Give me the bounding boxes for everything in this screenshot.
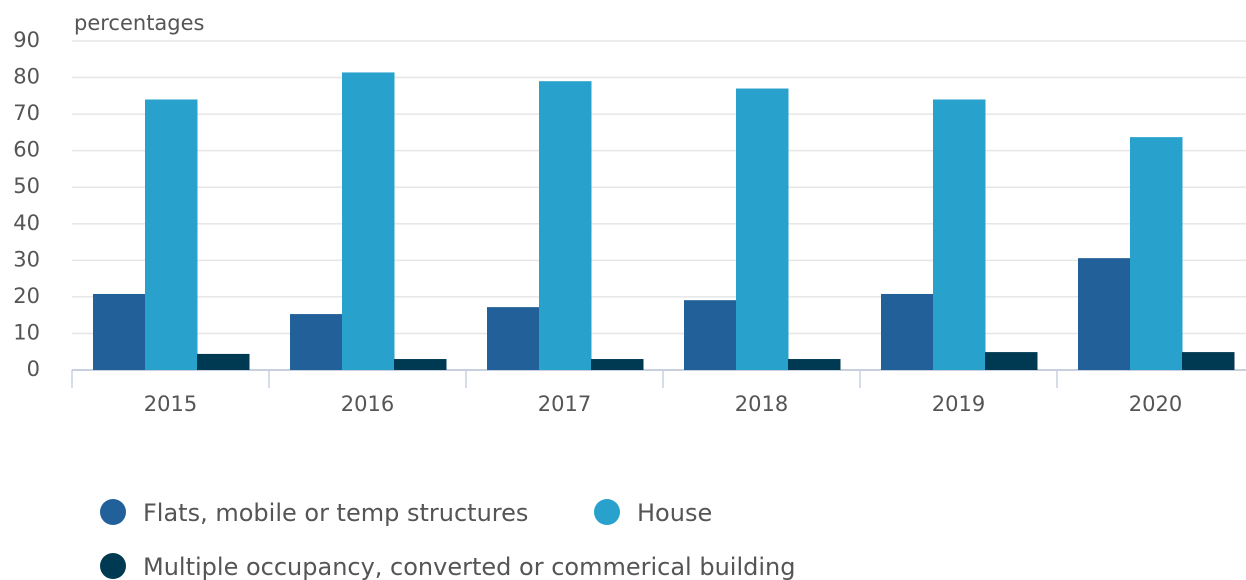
bar xyxy=(539,81,592,370)
y-tick-label: 90 xyxy=(13,28,40,52)
bar xyxy=(985,352,1038,370)
legend-label: House xyxy=(637,499,712,527)
y-axis-label: percentages xyxy=(74,11,205,35)
bar xyxy=(1078,258,1131,370)
y-tick-label: 70 xyxy=(13,101,40,125)
bar xyxy=(1130,137,1183,370)
y-tick-label: 0 xyxy=(27,357,40,381)
x-tick-label: 2018 xyxy=(735,392,788,416)
legend-label: Multiple occupancy, converted or commeri… xyxy=(143,553,795,580)
bar xyxy=(342,72,395,370)
bar xyxy=(591,359,644,370)
bar xyxy=(881,293,934,370)
y-tick-label: 50 xyxy=(13,174,40,198)
x-tick-label: 2020 xyxy=(1129,392,1182,416)
bar xyxy=(933,99,986,370)
x-tick-label: 2017 xyxy=(538,392,591,416)
x-tick-label: 2016 xyxy=(341,392,394,416)
legend-swatch xyxy=(100,499,126,525)
y-tick-label: 10 xyxy=(13,320,40,344)
bar xyxy=(788,359,841,370)
legend-swatch xyxy=(100,553,126,579)
legend-label: Flats, mobile or temp structures xyxy=(143,499,528,527)
x-tick-label: 2015 xyxy=(144,392,197,416)
bar xyxy=(736,88,789,371)
y-tick-label: 30 xyxy=(13,247,40,271)
bar xyxy=(93,293,146,370)
bar xyxy=(145,99,198,370)
y-tick-label: 80 xyxy=(13,65,40,89)
bar xyxy=(487,307,540,370)
y-tick-label: 60 xyxy=(13,138,40,162)
bar xyxy=(290,314,343,370)
bar xyxy=(394,359,447,370)
legend-swatch xyxy=(594,499,620,525)
x-tick-label: 2019 xyxy=(932,392,985,416)
bar xyxy=(197,353,250,370)
bar xyxy=(684,300,737,370)
bar xyxy=(1182,352,1235,370)
y-tick-label: 40 xyxy=(13,211,40,235)
y-tick-label: 20 xyxy=(13,284,40,308)
